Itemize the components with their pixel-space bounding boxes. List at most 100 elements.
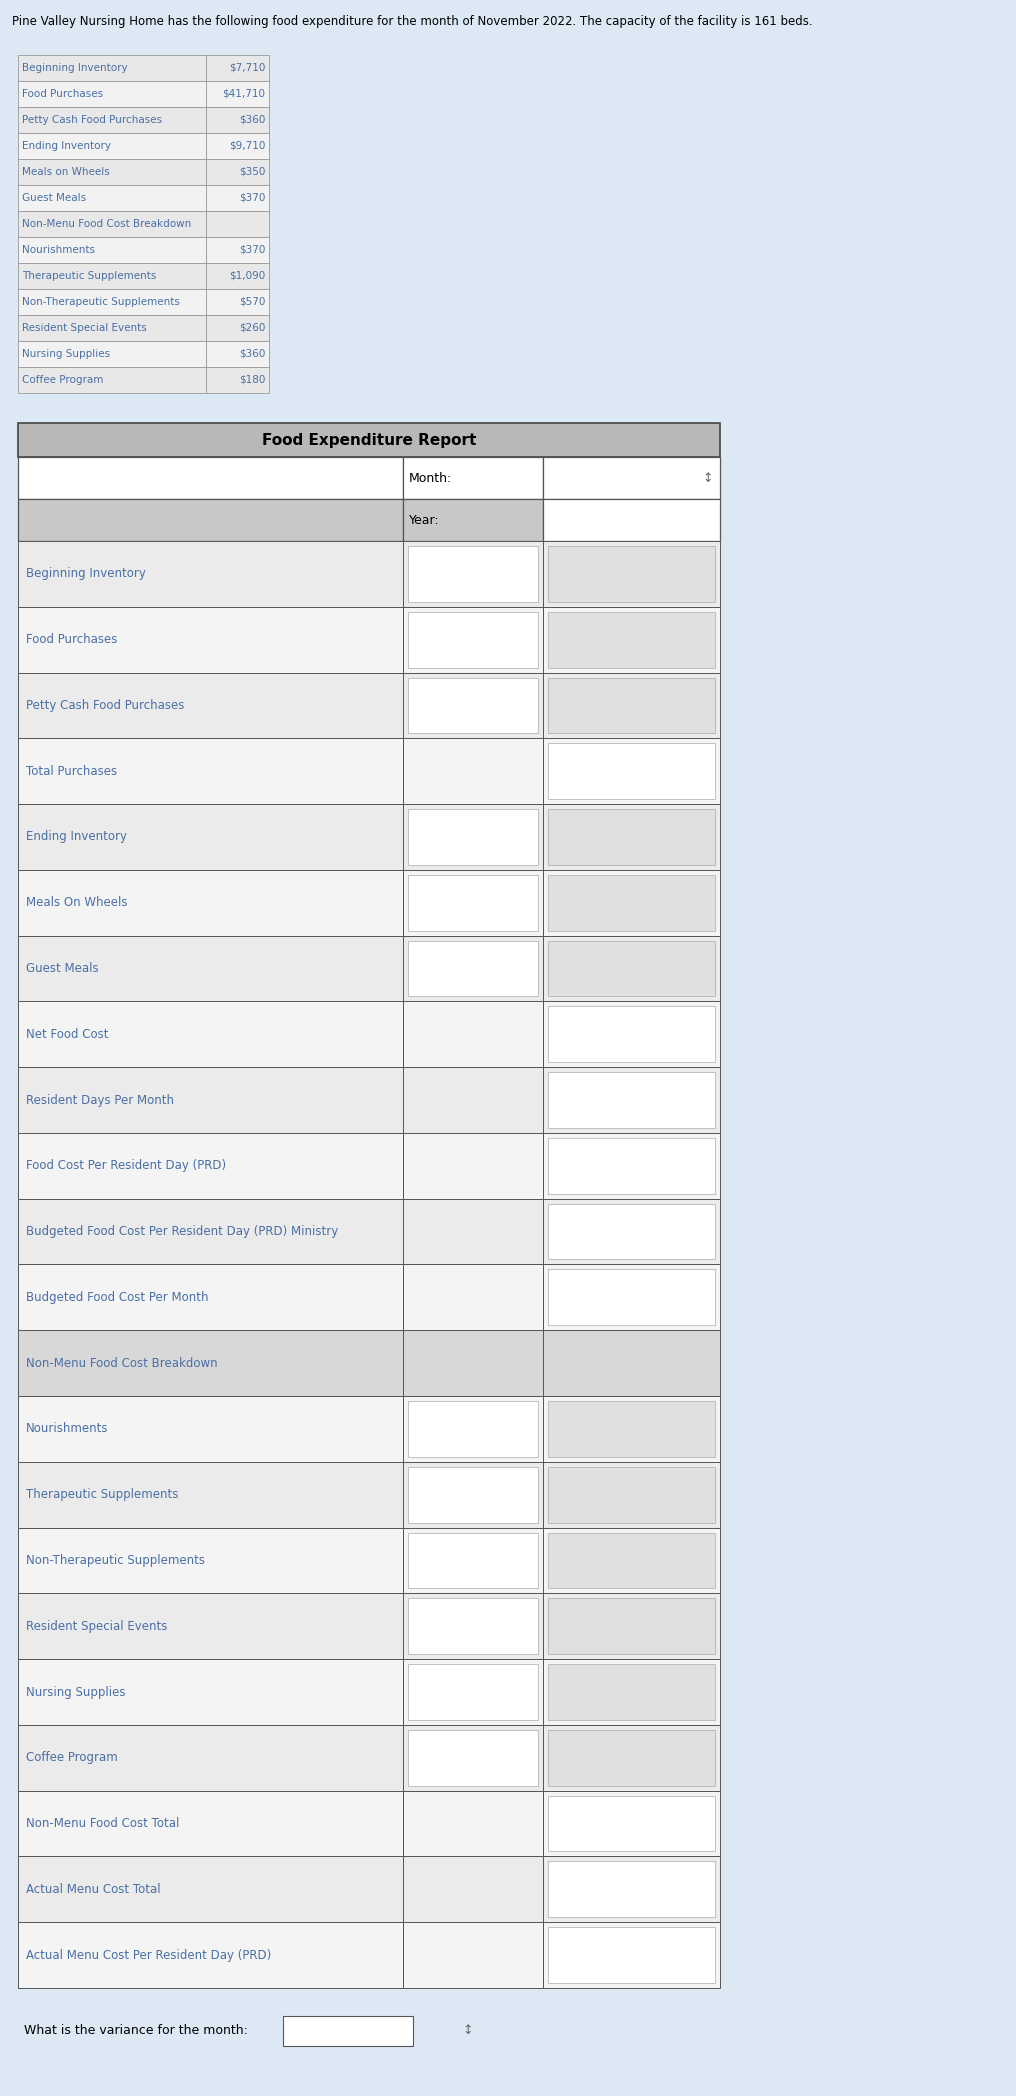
Text: Therapeutic Supplements: Therapeutic Supplements (22, 270, 156, 281)
Bar (283, 2016, 412, 2046)
Bar (543, 805, 720, 870)
Text: Total Purchases: Total Purchases (26, 765, 117, 778)
Text: Non-Therapeutic Supplements: Non-Therapeutic Supplements (22, 298, 180, 306)
Bar (403, 1461, 543, 1528)
Bar (543, 1067, 720, 1134)
Bar (403, 1725, 543, 1790)
Bar (18, 1528, 403, 1593)
Bar (408, 874, 538, 931)
Bar (543, 499, 720, 541)
Bar (18, 184, 206, 212)
Bar (18, 1002, 403, 1067)
Text: Budgeted Food Cost Per Month: Budgeted Food Cost Per Month (26, 1291, 208, 1304)
Bar (18, 1660, 403, 1725)
Text: $360: $360 (239, 115, 265, 126)
Text: Coffee Program: Coffee Program (22, 375, 104, 386)
Bar (543, 1396, 720, 1461)
Bar (543, 541, 720, 606)
Bar (206, 184, 269, 212)
Bar (403, 1593, 543, 1660)
Bar (18, 1790, 403, 1857)
Bar (543, 1331, 720, 1396)
Bar (18, 870, 403, 935)
Bar (543, 1790, 720, 1857)
Text: Guest Meals: Guest Meals (22, 193, 86, 203)
Bar (206, 54, 269, 82)
Bar (543, 673, 720, 738)
Bar (408, 1400, 538, 1457)
Bar (18, 367, 206, 394)
Bar (18, 606, 403, 673)
Text: Beginning Inventory: Beginning Inventory (22, 63, 128, 73)
Text: $7,710: $7,710 (229, 63, 265, 73)
Bar (548, 1073, 715, 1128)
Text: Meals on Wheels: Meals on Wheels (22, 168, 110, 176)
Bar (548, 1599, 715, 1654)
Bar (548, 1467, 715, 1522)
Bar (548, 874, 715, 931)
Bar (543, 457, 720, 499)
Bar (408, 1664, 538, 1721)
Bar (548, 941, 715, 996)
Bar (18, 805, 403, 870)
Bar (403, 673, 543, 738)
Bar (548, 809, 715, 866)
Bar (206, 212, 269, 237)
Bar (543, 1461, 720, 1528)
Bar (408, 545, 538, 602)
Bar (403, 1922, 543, 1987)
Text: What is the variance for the month:: What is the variance for the month: (24, 2025, 248, 2037)
Bar (18, 262, 206, 289)
Bar (543, 870, 720, 935)
Text: $360: $360 (239, 350, 265, 358)
Bar (18, 54, 206, 82)
Text: Month:: Month: (409, 472, 452, 484)
Text: Year:: Year: (409, 514, 440, 526)
Bar (18, 1725, 403, 1790)
Bar (18, 673, 403, 738)
Bar (543, 1264, 720, 1331)
Text: Petty Cash Food Purchases: Petty Cash Food Purchases (22, 115, 163, 126)
Bar (18, 342, 206, 367)
Bar (206, 237, 269, 262)
Bar (408, 677, 538, 734)
Bar (543, 1922, 720, 1987)
Text: Beginning Inventory: Beginning Inventory (26, 568, 146, 581)
Bar (206, 289, 269, 314)
Text: Meals On Wheels: Meals On Wheels (26, 897, 127, 910)
Text: Resident Days Per Month: Resident Days Per Month (26, 1094, 174, 1107)
Bar (206, 107, 269, 132)
Text: Nursing Supplies: Nursing Supplies (22, 350, 110, 358)
Bar (403, 1857, 543, 1922)
Text: Petty Cash Food Purchases: Petty Cash Food Purchases (26, 698, 184, 713)
Bar (206, 314, 269, 342)
Bar (206, 342, 269, 367)
Text: Resident Special Events: Resident Special Events (22, 323, 146, 333)
Text: ↕: ↕ (703, 472, 713, 484)
Bar (543, 1593, 720, 1660)
Bar (548, 1203, 715, 1260)
Bar (18, 159, 206, 184)
Bar (18, 212, 206, 237)
Bar (18, 541, 403, 606)
Bar (403, 606, 543, 673)
Text: Nourishments: Nourishments (22, 245, 96, 256)
Bar (408, 612, 538, 667)
Bar (18, 738, 403, 805)
Bar (543, 1528, 720, 1593)
Bar (548, 1926, 715, 1983)
Bar (548, 612, 715, 667)
Bar (408, 809, 538, 866)
Bar (206, 82, 269, 107)
Bar (408, 1599, 538, 1654)
Bar (543, 738, 720, 805)
Text: Nursing Supplies: Nursing Supplies (26, 1685, 126, 1698)
Bar (543, 1725, 720, 1790)
Bar (18, 499, 403, 541)
Bar (18, 1461, 403, 1528)
Text: Pine Valley Nursing Home has the following food expenditure for the month of Nov: Pine Valley Nursing Home has the followi… (12, 15, 813, 27)
Text: Ending Inventory: Ending Inventory (26, 830, 127, 843)
Bar (403, 1528, 543, 1593)
Bar (403, 1199, 543, 1264)
Bar (18, 457, 403, 499)
